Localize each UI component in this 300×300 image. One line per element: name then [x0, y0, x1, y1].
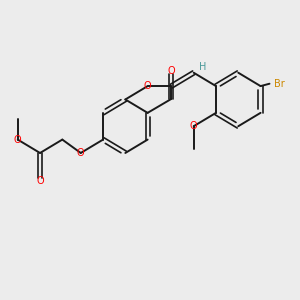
Text: O: O [190, 121, 197, 131]
Text: O: O [144, 81, 152, 91]
Text: Br: Br [274, 79, 284, 89]
Text: O: O [168, 66, 175, 76]
Text: O: O [77, 148, 85, 158]
Text: O: O [37, 176, 44, 186]
Text: H: H [199, 62, 206, 72]
Text: O: O [14, 135, 22, 145]
